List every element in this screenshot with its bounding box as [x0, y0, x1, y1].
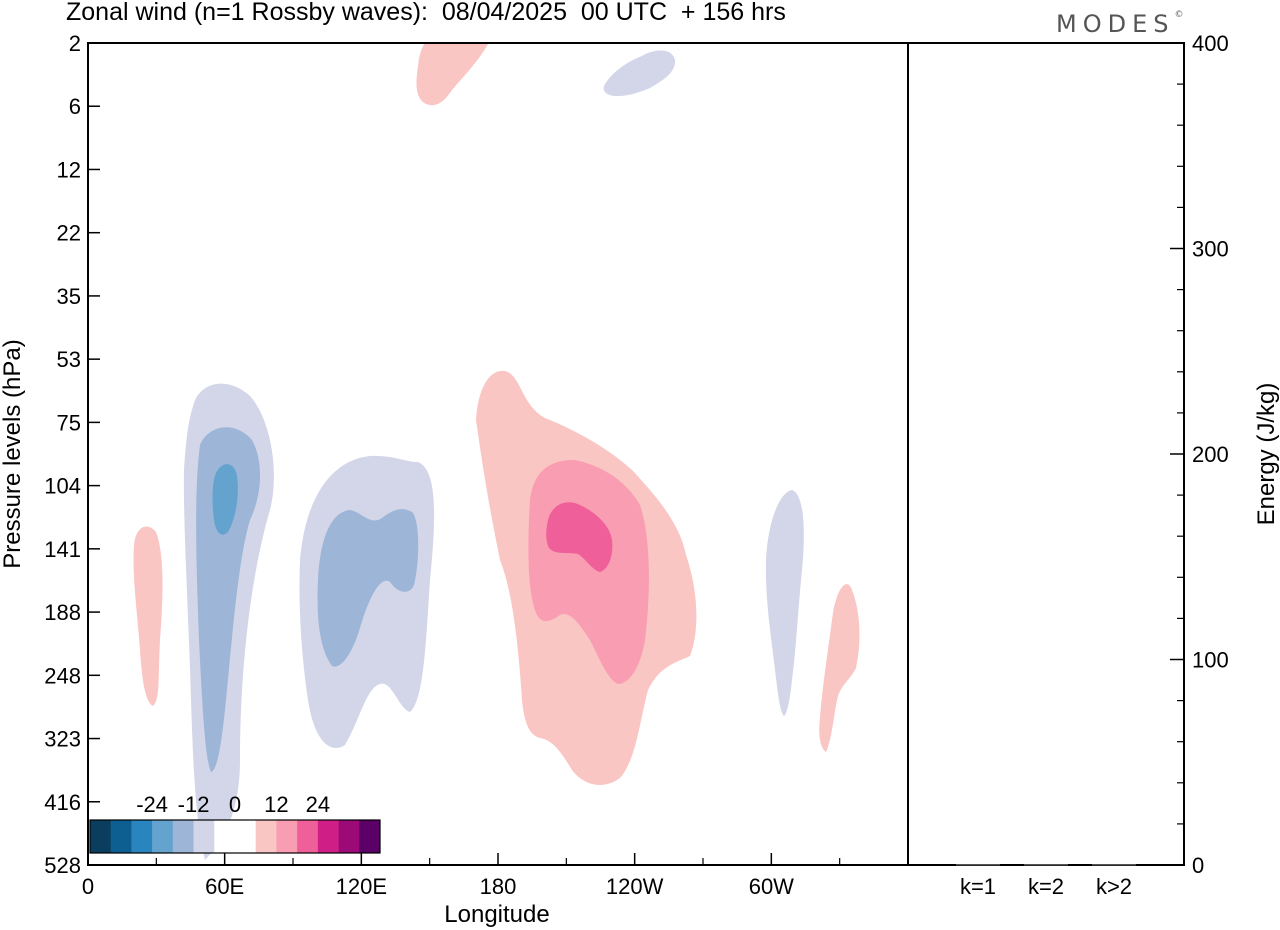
y-tick-label: 75 [57, 410, 81, 435]
colorbar-swatch [152, 820, 174, 853]
contour-neg-50w-level1 [765, 490, 804, 716]
x-tick-label: 60E [205, 874, 244, 899]
y-axis: 2 6 12 22 35 53 75 104 141 188 248 323 416 528 [44, 31, 100, 878]
x-tick-label: 120W [606, 874, 664, 899]
colorbar-frame [89, 819, 381, 854]
energy-tick-label: 200 [1192, 442, 1229, 467]
colorbar-swatch [297, 820, 319, 853]
energy-bars: k=1 k=2 k>2 [956, 864, 1136, 899]
colorbar-swatch [317, 820, 339, 853]
colorbar-tick-label: -24 [136, 792, 168, 817]
contour-neg-60e-level3 [212, 464, 238, 535]
y-tick-label: 416 [44, 790, 81, 815]
contour-neg-120e-level2 [317, 509, 419, 667]
colorbar-swatch [359, 820, 381, 853]
colorbar-tick-label: 24 [306, 792, 330, 817]
energy-category-label: k>2 [1096, 874, 1132, 899]
colorbar-swatch [90, 820, 112, 853]
contour-neg-60e-level2 [196, 427, 261, 772]
energy-tick-label: 100 [1192, 648, 1229, 673]
x-tick-label: 180 [480, 874, 517, 899]
y-tick-label: 188 [44, 600, 81, 625]
energy-category-label: k=1 [960, 874, 996, 899]
colorbar-swatch [235, 820, 257, 853]
contour-pos-150w-level3 [546, 502, 613, 572]
energy-plot-frame [907, 42, 1185, 866]
contour-panel [133, 44, 860, 860]
energy-bar [1024, 864, 1068, 866]
energy-tick-label: 300 [1192, 237, 1229, 262]
x-axis-title: Longitude [444, 901, 549, 928]
energy-tick-label: 0 [1192, 853, 1204, 878]
contour-pos-25w-level1 [819, 584, 860, 752]
y-axis-title: Pressure levels (hPa) [0, 339, 26, 568]
energy-bar [956, 864, 1000, 866]
colorbar-tick-label: 0 [229, 792, 241, 817]
y-tick-label: 528 [44, 853, 81, 878]
y-tick-label: 141 [44, 537, 81, 562]
x-tick-label: 120E [336, 874, 387, 899]
y-tick-label: 6 [69, 94, 81, 119]
colorbar-swatch [338, 820, 360, 853]
y-tick-label: 53 [57, 347, 81, 372]
x-tick-label: 0 [82, 874, 94, 899]
colorbar-swatch [214, 820, 236, 853]
colorbar-tick-label: 12 [264, 792, 288, 817]
y-tick-label: 104 [44, 474, 81, 499]
y-tick-label: 12 [57, 157, 81, 182]
contour-neg-upper-level1 [603, 50, 676, 96]
colorbar-swatch [172, 820, 194, 853]
colorbar-swatch [110, 820, 132, 853]
y-tick-label: 22 [57, 221, 81, 246]
y-tick-label: 248 [44, 663, 81, 688]
y-tick-label: 35 [57, 284, 81, 309]
x-tick-label: 60W [749, 874, 794, 899]
colorbar-swatch [276, 820, 298, 853]
energy-tick-label: 400 [1192, 31, 1229, 56]
contour-pos-upper-level1 [416, 44, 488, 106]
energy-bar [1092, 864, 1136, 866]
x-axis: 0 60E 120E 180 120W 60W [82, 853, 841, 899]
contour-pos-30e-level1 [133, 526, 163, 706]
energy-axis-title: Energy (J/kg) [1253, 383, 1280, 526]
copyright-mark: © [1174, 10, 1184, 20]
energy-axis: 0 100 200 300 400 [1170, 31, 1229, 878]
logo-text: MODES [1056, 10, 1175, 38]
colorbar-swatch [255, 820, 277, 853]
y-tick-label: 2 [69, 31, 81, 56]
modes-logo: MODES© [1056, 10, 1183, 38]
colorbar: -24 -12 0 12 24 [89, 792, 381, 854]
energy-category-label: k=2 [1028, 874, 1064, 899]
y-tick-label: 323 [44, 727, 81, 752]
colorbar-swatch [131, 820, 153, 853]
colorbar-tick-label: -12 [178, 792, 210, 817]
colorbar-swatch [193, 820, 215, 853]
chart-title: Zonal wind (n=1 Rossby waves): 08/04/202… [66, 0, 786, 26]
